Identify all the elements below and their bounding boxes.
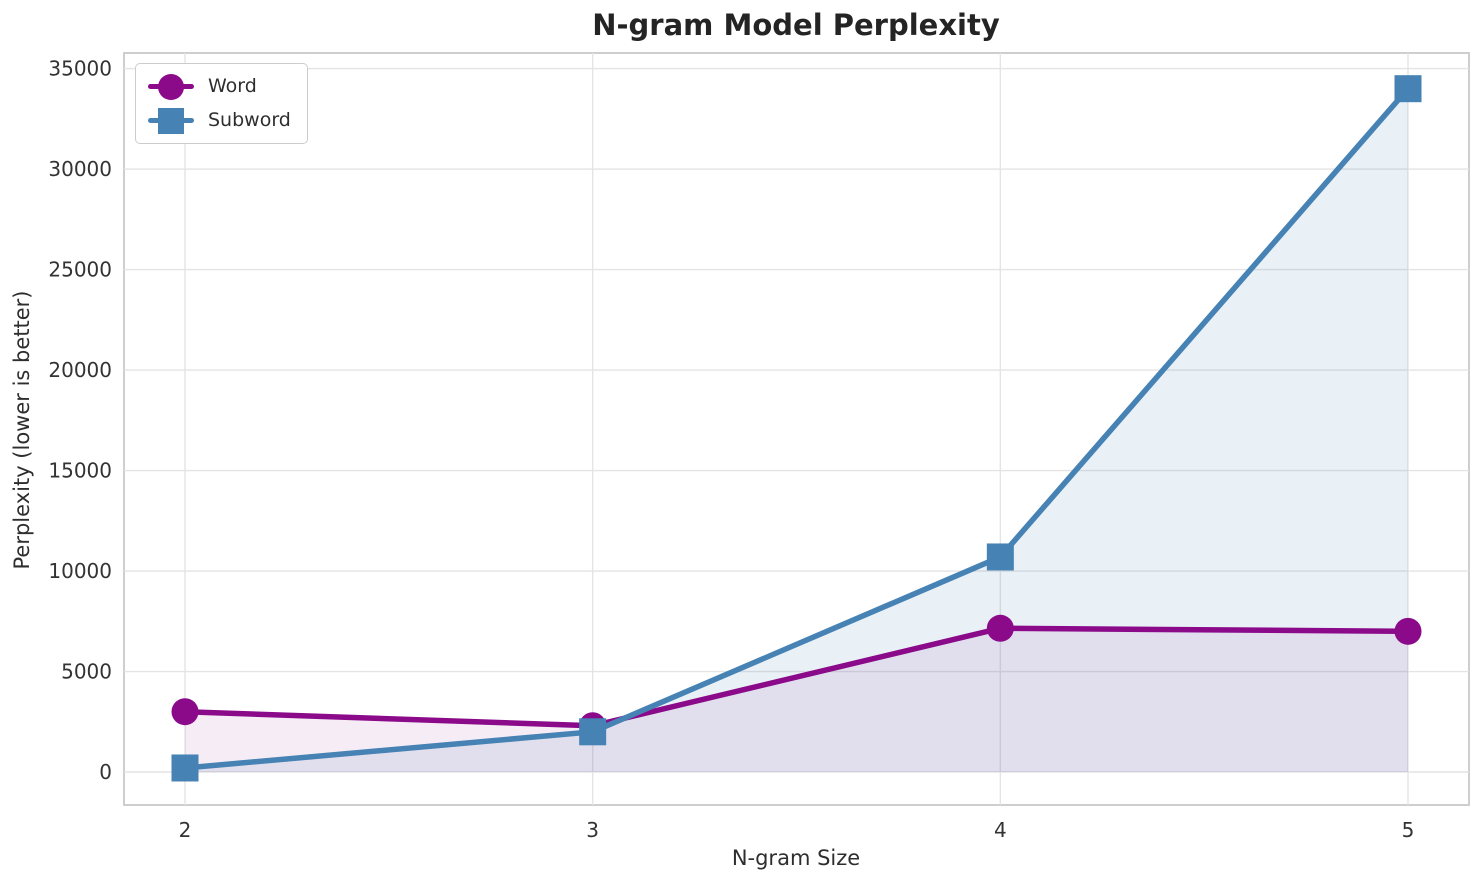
y-tick-label: 10000 [48,559,112,583]
y-tick-label: 25000 [48,258,112,282]
marker-word [986,614,1014,642]
marker-subword [171,754,199,782]
legend-subword-label: Subword [208,109,291,131]
y-tick-label: 0 [99,760,112,784]
chart-title: N-gram Model Perplexity [592,8,1000,42]
line-word [182,625,1411,729]
legend-subword-sample [148,107,194,134]
y-axis-label: Perplexity (lower is better) [10,290,34,570]
legend-word-label: Word [208,75,257,97]
x-tick-label: 2 [179,818,192,842]
legend-word-sample [148,73,194,100]
x-tick-label: 3 [586,818,599,842]
marker-subword [579,718,607,746]
legend: Word Subword [135,63,308,144]
x-tick-label: 5 [1402,818,1415,842]
marker-subword [1394,75,1422,103]
marker-subword [986,543,1014,571]
x-axis-label: N-gram Size [731,846,861,870]
y-tick-label: 15000 [48,459,112,483]
legend-subword-square-marker-icon [158,107,184,134]
y-tick-label: 20000 [48,358,112,382]
area-word [185,628,1408,772]
marker-word [1394,617,1422,645]
x-tick-label: 4 [994,818,1007,842]
marker-word [171,698,199,726]
legend-item-subword: Subword [148,107,291,134]
area-subword [185,88,1408,772]
y-tick-label: 30000 [48,157,112,181]
line-subword [182,85,1411,771]
legend-item-word: Word [148,73,291,100]
legend-word-circle-marker-icon [158,73,184,100]
y-tick-label: 35000 [48,57,112,81]
y-tick-label: 5000 [61,660,112,684]
